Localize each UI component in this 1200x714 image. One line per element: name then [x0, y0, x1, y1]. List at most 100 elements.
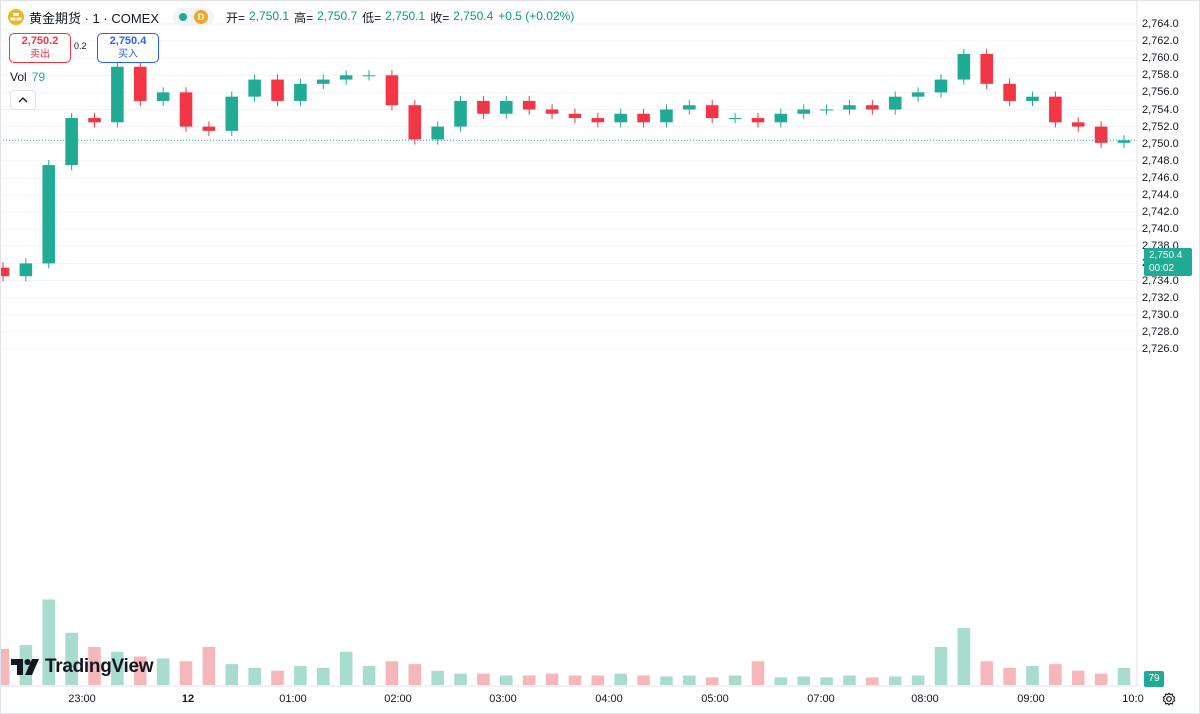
spread-value: 0.2 — [74, 41, 87, 51]
volume-bars — [0, 599, 1131, 685]
market-open-dot — [179, 13, 188, 21]
candle-body — [19, 263, 33, 277]
candle — [820, 104, 833, 115]
volume-bar — [500, 675, 513, 685]
candle — [934, 74, 948, 98]
candle — [774, 108, 788, 128]
candle — [705, 100, 719, 124]
volume-bar — [522, 675, 536, 685]
price-tick-label: 2,726.0 — [1142, 342, 1179, 355]
volume-bar — [614, 673, 627, 685]
candle-body — [774, 113, 788, 123]
delayed-data-badge: D — [194, 10, 209, 24]
candle — [179, 87, 193, 132]
time-tick-label: 23:00 — [68, 693, 96, 705]
candle-body — [1003, 83, 1016, 101]
price-tick-label: 2,752.0 — [1142, 120, 1179, 133]
candle-body — [133, 66, 147, 101]
ohlc-close-label: 收= — [430, 10, 450, 25]
price-tick-label: 2,750.0 — [1142, 137, 1179, 150]
candle — [911, 87, 925, 102]
time-tick-label: 10:0 — [1122, 693, 1144, 705]
tradingview-logo[interactable]: TradingView — [11, 656, 154, 678]
ohlc-close-value: 2,750.4 — [453, 8, 494, 23]
candle — [980, 48, 994, 89]
candle-body — [820, 109, 833, 111]
time-tick-label: 05:00 — [701, 693, 729, 705]
volume-bar — [591, 675, 605, 685]
volume-bar — [820, 677, 833, 685]
price-tick-label: 2,764.0 — [1142, 18, 1179, 30]
time-tick-label: 07:00 — [807, 693, 835, 705]
time-tick-label: 01:00 — [279, 693, 307, 705]
volume-bar — [454, 673, 467, 685]
volume-bar — [65, 632, 78, 685]
candle-body — [705, 105, 719, 119]
buy-label: 买入 — [118, 49, 138, 60]
candle — [202, 121, 216, 137]
price-tick-label: 2,732.0 — [1142, 291, 1179, 304]
volume-legend[interactable]: Vol 79 — [10, 70, 45, 84]
candle — [42, 159, 56, 269]
time-tick-label: 09:00 — [1017, 693, 1045, 705]
volume-bar — [271, 670, 284, 685]
candle — [660, 104, 673, 128]
gear-icon[interactable] — [1161, 691, 1177, 707]
candle — [431, 121, 444, 145]
gold-bars-icon — [8, 9, 24, 25]
symbol-header: 黄金期货 · 1 · COMEX D 开= 2,750.1 高= 2,750.7 低… — [8, 7, 574, 27]
candle-body — [500, 100, 513, 114]
symbol-title[interactable]: 黄金期货 · 1 · COMEX — [29, 10, 160, 26]
candle-body — [591, 118, 605, 123]
ohlc-low-value: 2,750.1 — [385, 8, 426, 23]
candle-body — [88, 118, 101, 123]
candle — [362, 70, 376, 81]
volume-value: 79 — [31, 70, 46, 84]
price-tick-label: 2,742.0 — [1142, 206, 1179, 219]
ohlc-low-label: 低= — [362, 10, 382, 25]
candle — [1049, 91, 1062, 128]
candle — [408, 100, 422, 145]
candle-body — [637, 113, 650, 123]
candle-body — [1117, 140, 1131, 143]
candle-body — [339, 75, 353, 80]
candle — [225, 91, 239, 137]
candle-body — [1071, 122, 1085, 127]
candle-body — [362, 75, 376, 77]
volume-bar — [1003, 667, 1016, 685]
sell-label: 卖出 — [30, 49, 50, 60]
volume-bar — [88, 647, 101, 685]
candle — [568, 108, 582, 124]
candle-body — [957, 53, 971, 80]
price-tick-label: 2,730.0 — [1142, 308, 1179, 321]
candle-body — [1049, 96, 1062, 123]
market-status-pill[interactable]: D — [173, 8, 215, 26]
price-tick-label: 2,762.0 — [1142, 35, 1179, 48]
buy-price: 2,750.4 — [109, 35, 147, 47]
volume-bar — [705, 677, 719, 685]
candle-body — [843, 105, 856, 110]
price-tick-label: 2,758.0 — [1142, 69, 1179, 82]
buy-button[interactable]: 2,750.4 买入 — [97, 33, 159, 63]
candle — [339, 70, 353, 85]
sell-price: 2,750.2 — [21, 35, 59, 47]
candle-body — [797, 109, 811, 114]
price-tick-label: 2,754.0 — [1142, 103, 1179, 116]
volume-bar — [888, 676, 902, 685]
volume-bar — [316, 667, 330, 685]
sell-button[interactable]: 2,750.2 卖出 — [9, 33, 71, 63]
candle — [1071, 117, 1085, 132]
volume-bar — [934, 647, 948, 685]
time-tick-label: 12 — [181, 693, 195, 705]
candle — [65, 112, 78, 171]
volume-bar — [728, 675, 742, 685]
candle-body — [1094, 126, 1108, 143]
candle — [385, 70, 399, 111]
volume-bar — [42, 599, 56, 685]
price-tick-label: 2,734.0 — [1142, 274, 1179, 287]
ohlc-values: 开= 2,750.1 高= 2,750.7 低= 2,750.1 收= 2,750.4 … — [226, 9, 574, 26]
candle-body — [911, 92, 925, 97]
collapse-legend-button[interactable] — [10, 90, 36, 110]
price-tick-label: 2,760.0 — [1142, 52, 1179, 65]
